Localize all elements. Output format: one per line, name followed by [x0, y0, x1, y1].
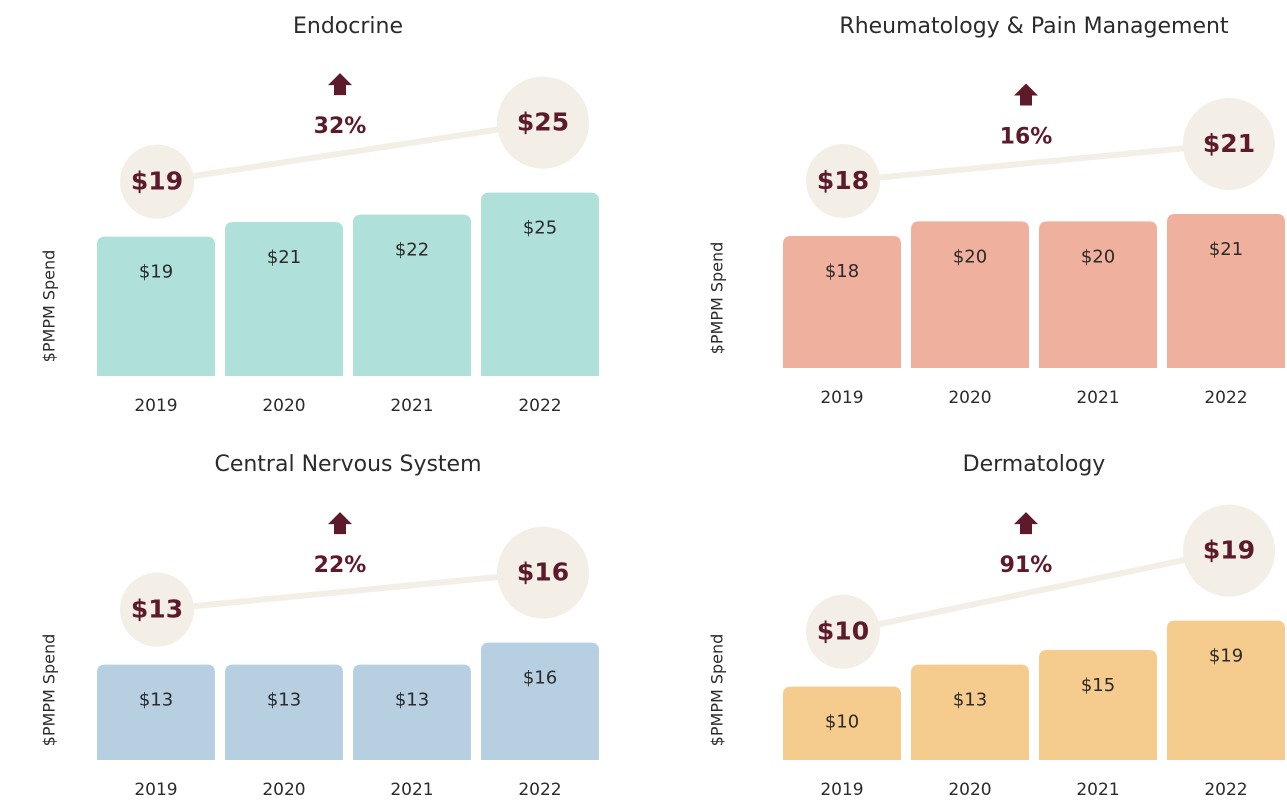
bar: [97, 236, 215, 376]
up-arrow: [1014, 512, 1038, 535]
start-bubble-label: $10: [817, 617, 869, 646]
bar: [481, 192, 599, 376]
y-axis-label: $PMPM Spend: [40, 634, 59, 747]
x-tick-label: 2020: [948, 388, 991, 408]
bar: [783, 686, 901, 760]
trend-line: [842, 141, 1230, 184]
value-label: $20: [1081, 246, 1115, 267]
value-label: $15: [1081, 675, 1115, 696]
y-axis-label: $PMPM Spend: [40, 250, 59, 363]
x-tick-label: 2022: [1204, 388, 1247, 408]
trend-line: [842, 547, 1230, 635]
bar: [97, 664, 215, 760]
value-label: $22: [395, 240, 429, 261]
x-tick-label: 2021: [390, 396, 433, 416]
trend-line: [156, 119, 544, 185]
trend-line: [156, 569, 544, 613]
chart-title: Central Nervous System: [214, 452, 481, 477]
start-bubble: [806, 144, 880, 218]
up-arrow: [328, 73, 352, 96]
chart-title: Dermatology: [963, 452, 1106, 477]
bar: [353, 664, 471, 760]
x-tick-label: 2021: [390, 780, 433, 800]
value-label: $10: [825, 712, 859, 733]
value-label: $16: [523, 668, 557, 689]
chart-title: Rheumatology & Pain Management: [839, 14, 1229, 39]
x-tick-label: 2019: [820, 388, 863, 408]
bar: [353, 214, 471, 376]
value-label: $19: [139, 262, 173, 283]
x-tick-label: 2022: [518, 780, 561, 800]
value-label: $13: [267, 690, 301, 711]
value-label: $18: [825, 261, 859, 282]
end-bubble: [1183, 98, 1275, 190]
end-bubble: [497, 76, 589, 169]
x-tick-label: 2020: [262, 780, 305, 800]
end-bubble-label: $21: [1203, 129, 1255, 158]
up-arrow: [1014, 83, 1038, 106]
value-label: $13: [395, 690, 429, 711]
change-label: 16%: [1000, 125, 1053, 150]
up-arrow: [328, 512, 352, 535]
x-tick-label: 2020: [262, 396, 305, 416]
value-label: $19: [1209, 646, 1243, 667]
bar: [1039, 650, 1157, 760]
bar: [911, 664, 1029, 760]
x-tick-label: 2022: [518, 396, 561, 416]
value-label: $20: [953, 246, 987, 267]
end-bubble-label: $16: [517, 558, 569, 587]
change-label: 22%: [314, 553, 367, 578]
chart-title: Endocrine: [293, 14, 403, 39]
bar: [1039, 221, 1157, 368]
x-tick-label: 2022: [1204, 780, 1247, 800]
start-bubble-label: $19: [131, 167, 183, 196]
bar: [225, 664, 343, 760]
change-label: 32%: [314, 114, 367, 139]
start-bubble: [806, 594, 880, 669]
end-bubble: [1183, 504, 1275, 597]
value-label: $21: [1209, 239, 1243, 260]
y-axis-label: $PMPM Spend: [708, 242, 727, 355]
bar: [1167, 620, 1285, 760]
bar: [783, 236, 901, 368]
value-label: $21: [267, 247, 301, 268]
x-tick-label: 2019: [134, 780, 177, 800]
bar: [911, 221, 1029, 368]
start-bubble: [120, 144, 194, 219]
bar: [481, 642, 599, 760]
change-label: 91%: [1000, 553, 1053, 578]
start-bubble-label: $13: [131, 595, 183, 624]
start-bubble-label: $18: [817, 166, 869, 195]
x-tick-label: 2020: [948, 780, 991, 800]
value-label: $13: [953, 690, 987, 711]
bar: [1167, 214, 1285, 368]
x-tick-label: 2019: [820, 780, 863, 800]
end-bubble-label: $25: [517, 108, 569, 137]
x-tick-label: 2021: [1076, 388, 1119, 408]
value-label: $25: [523, 218, 557, 239]
start-bubble: [120, 572, 194, 647]
value-label: $13: [139, 690, 173, 711]
end-bubble: [497, 526, 589, 619]
y-axis-label: $PMPM Spend: [708, 634, 727, 747]
x-tick-label: 2021: [1076, 780, 1119, 800]
x-tick-label: 2019: [134, 396, 177, 416]
end-bubble-label: $19: [1203, 536, 1255, 565]
bar: [225, 222, 343, 376]
